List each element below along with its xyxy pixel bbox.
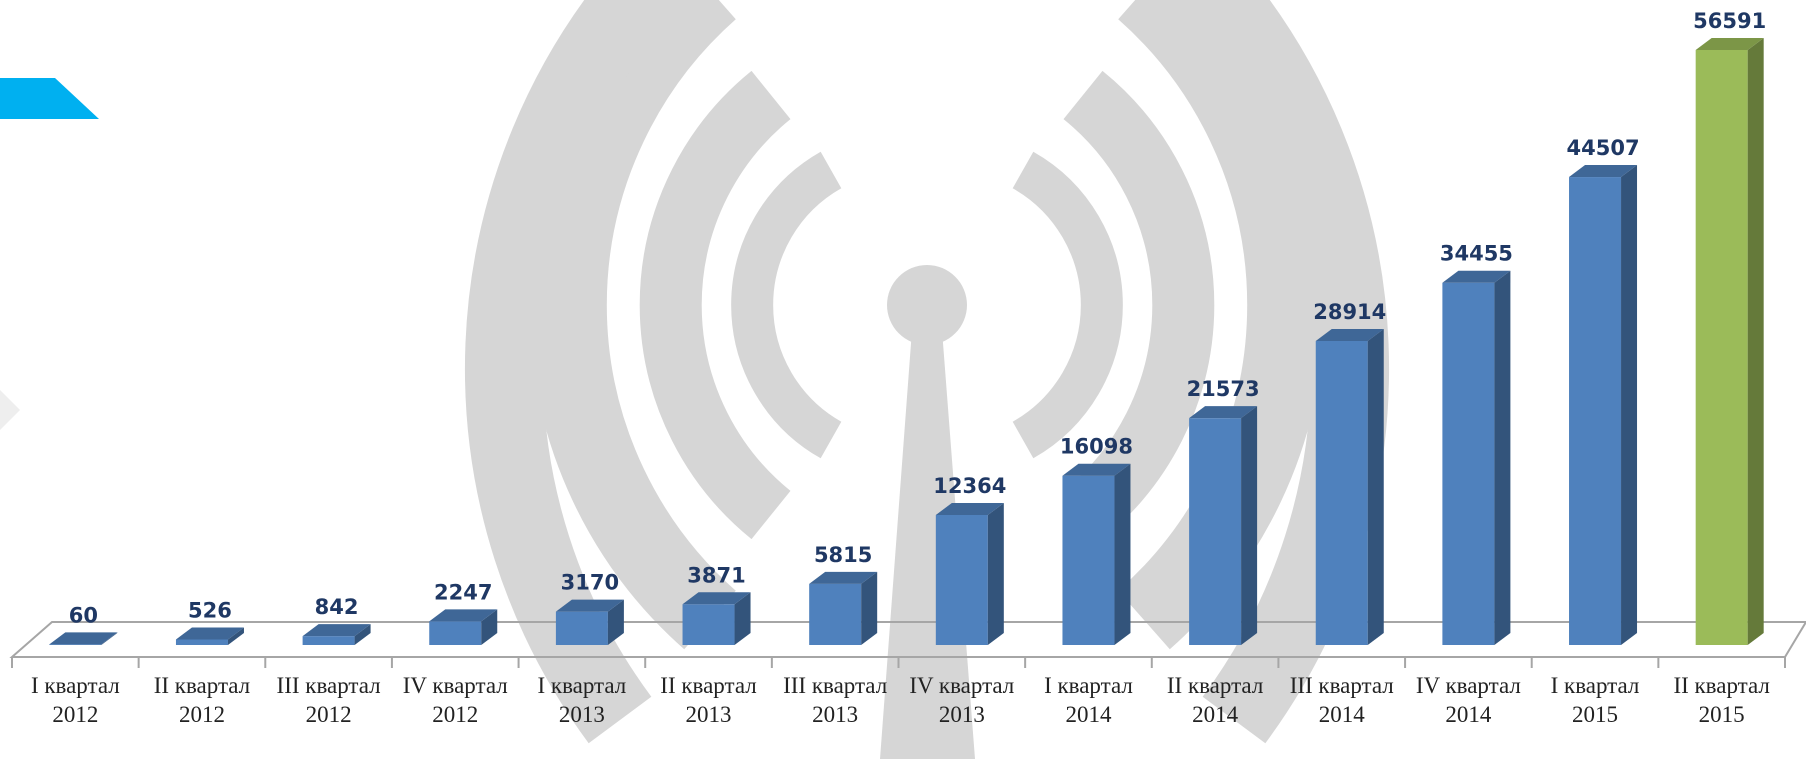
- x-tick-label: I квартал 2014: [1025, 671, 1152, 729]
- bar: [936, 503, 1004, 645]
- value-label: 2247: [434, 580, 492, 604]
- bar: [1569, 165, 1637, 645]
- bar-face: [1621, 165, 1637, 645]
- x-tick-label: II квартал 2012: [139, 671, 266, 729]
- bar-face: [1442, 283, 1494, 645]
- bar: [176, 627, 244, 645]
- bar: [1442, 271, 1510, 645]
- value-label: 842: [315, 595, 359, 619]
- bar-face: [936, 515, 988, 645]
- bar-face: [1062, 476, 1114, 645]
- bar: [303, 624, 371, 645]
- bar-face: [49, 632, 117, 644]
- value-label: 56591: [1693, 9, 1766, 33]
- x-tick-label: II квартал 2014: [1152, 671, 1279, 729]
- bar: [1062, 464, 1130, 645]
- value-label: 526: [188, 598, 232, 622]
- x-tick-label: I квартал 2015: [1532, 671, 1659, 729]
- bar-face: [1748, 38, 1764, 645]
- value-label: 16098: [1060, 435, 1133, 459]
- bar-face: [1569, 177, 1621, 645]
- bar-face: [1696, 50, 1748, 645]
- bar-face: [809, 584, 861, 645]
- value-label: 3170: [561, 571, 619, 595]
- value-label: 60: [69, 603, 98, 627]
- floor: [12, 622, 1806, 657]
- bar-face: [176, 639, 228, 645]
- bar: [1316, 329, 1384, 645]
- x-tick-label: III квартал 2013: [772, 671, 899, 729]
- x-tick-label: IV квартал 2012: [392, 671, 519, 729]
- bar-face: [556, 612, 608, 645]
- value-label: 34455: [1440, 242, 1513, 266]
- x-tick-label: II квартал 2015: [1658, 671, 1785, 729]
- value-label: 28914: [1313, 300, 1386, 324]
- bar: [49, 632, 117, 645]
- bar-face: [1189, 418, 1241, 645]
- bar: [683, 592, 751, 645]
- x-tick-label: II квартал 2013: [645, 671, 772, 729]
- bar-face: [303, 636, 355, 645]
- x-tick-label: I квартал 2013: [519, 671, 646, 729]
- bar-face: [1368, 329, 1384, 645]
- value-label: 3871: [687, 563, 745, 587]
- bar: [556, 600, 624, 645]
- value-label: 21573: [1187, 377, 1260, 401]
- bar-face: [1241, 406, 1257, 645]
- bar-face: [988, 503, 1004, 645]
- bar: [429, 609, 497, 645]
- value-label: 44507: [1567, 136, 1640, 160]
- bar-face: [1316, 341, 1368, 645]
- bar-face: [429, 621, 481, 645]
- bar-face: [1114, 464, 1130, 645]
- x-tick-label: III квартал 2012: [265, 671, 392, 729]
- x-tick-label: III квартал 2014: [1278, 671, 1405, 729]
- bar: [1696, 38, 1764, 645]
- bar-face: [49, 644, 101, 645]
- x-tick-label: IV квартал 2013: [899, 671, 1026, 729]
- x-tick-label: I квартал 2012: [12, 671, 139, 729]
- bar-face: [861, 572, 877, 645]
- x-tick-label: IV квартал 2014: [1405, 671, 1532, 729]
- value-label: 5815: [814, 543, 872, 567]
- page: {"chart_data": {"type": "bar3d", "catego…: [0, 0, 1806, 759]
- bar: [1189, 406, 1257, 645]
- bar: [809, 572, 877, 645]
- bar-face: [683, 604, 735, 645]
- chart: 60 526 842 2247 3170 3871 5815 12364 16098 21573 2…: [0, 0, 1806, 759]
- value-label: 12364: [933, 474, 1006, 498]
- bar-face: [1494, 271, 1510, 645]
